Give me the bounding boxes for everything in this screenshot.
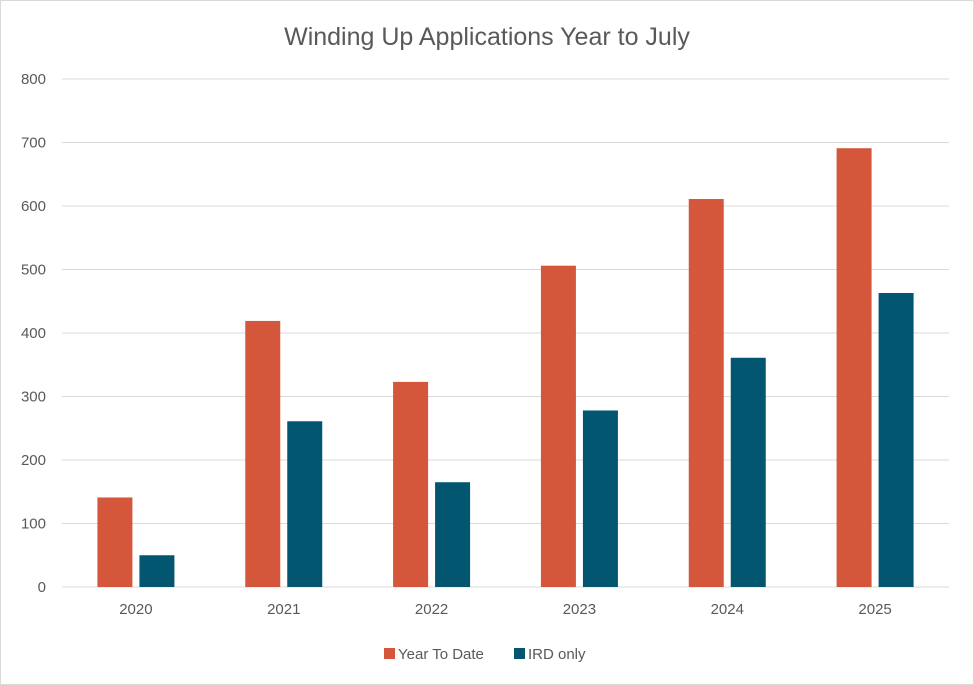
x-tick-label-2025: 2025 bbox=[858, 601, 891, 618]
x-tick-label-2021: 2021 bbox=[267, 601, 300, 618]
bar-ird-only-2020 bbox=[139, 555, 175, 587]
bar-ird-only-2024 bbox=[730, 357, 766, 587]
legend-swatch-ird-only bbox=[514, 648, 525, 659]
y-tick-label-700: 700 bbox=[21, 135, 46, 152]
y-tick-label-300: 300 bbox=[21, 389, 46, 406]
x-tick-label-2023: 2023 bbox=[563, 601, 596, 618]
y-tick-label-600: 600 bbox=[21, 198, 46, 215]
y-tick-label-400: 400 bbox=[21, 325, 46, 342]
bar-year-to-date-2021 bbox=[245, 320, 281, 587]
y-tick-label-100: 100 bbox=[21, 516, 46, 533]
y-tick-label-500: 500 bbox=[21, 262, 46, 279]
x-tick-label-2024: 2024 bbox=[711, 601, 744, 618]
x-tick-label-2022: 2022 bbox=[415, 601, 448, 618]
y-axis-tick-labels: 0 100 200 300 400 500 600 700 800 bbox=[21, 71, 46, 596]
y-tick-label-200: 200 bbox=[21, 452, 46, 469]
gridlines bbox=[62, 78, 949, 588]
bar-year-to-date-2024 bbox=[688, 199, 724, 587]
bars bbox=[97, 148, 914, 587]
x-axis-tick-labels: 2020 2021 2022 2023 2024 2025 bbox=[119, 601, 892, 618]
y-tick-label-800: 800 bbox=[21, 71, 46, 88]
y-tick-label-0: 0 bbox=[38, 579, 46, 596]
chart-title: Winding Up Applications Year to July bbox=[284, 23, 690, 51]
bar-ird-only-2023 bbox=[582, 410, 618, 587]
legend-swatch-year-to-date bbox=[384, 648, 395, 659]
bar-ird-only-2022 bbox=[435, 482, 471, 587]
legend-label-year-to-date: Year To Date bbox=[398, 646, 484, 663]
x-tick-label-2020: 2020 bbox=[119, 601, 152, 618]
bar-ird-only-2021 bbox=[287, 421, 323, 587]
bar-year-to-date-2020 bbox=[97, 497, 133, 587]
bar-year-to-date-2023 bbox=[540, 265, 576, 587]
legend: Year To Date IRD only bbox=[384, 646, 586, 663]
bar-year-to-date-2022 bbox=[393, 381, 429, 587]
bar-year-to-date-2025 bbox=[836, 148, 872, 587]
legend-label-ird-only: IRD only bbox=[528, 646, 586, 663]
bar-ird-only-2025 bbox=[878, 292, 914, 587]
